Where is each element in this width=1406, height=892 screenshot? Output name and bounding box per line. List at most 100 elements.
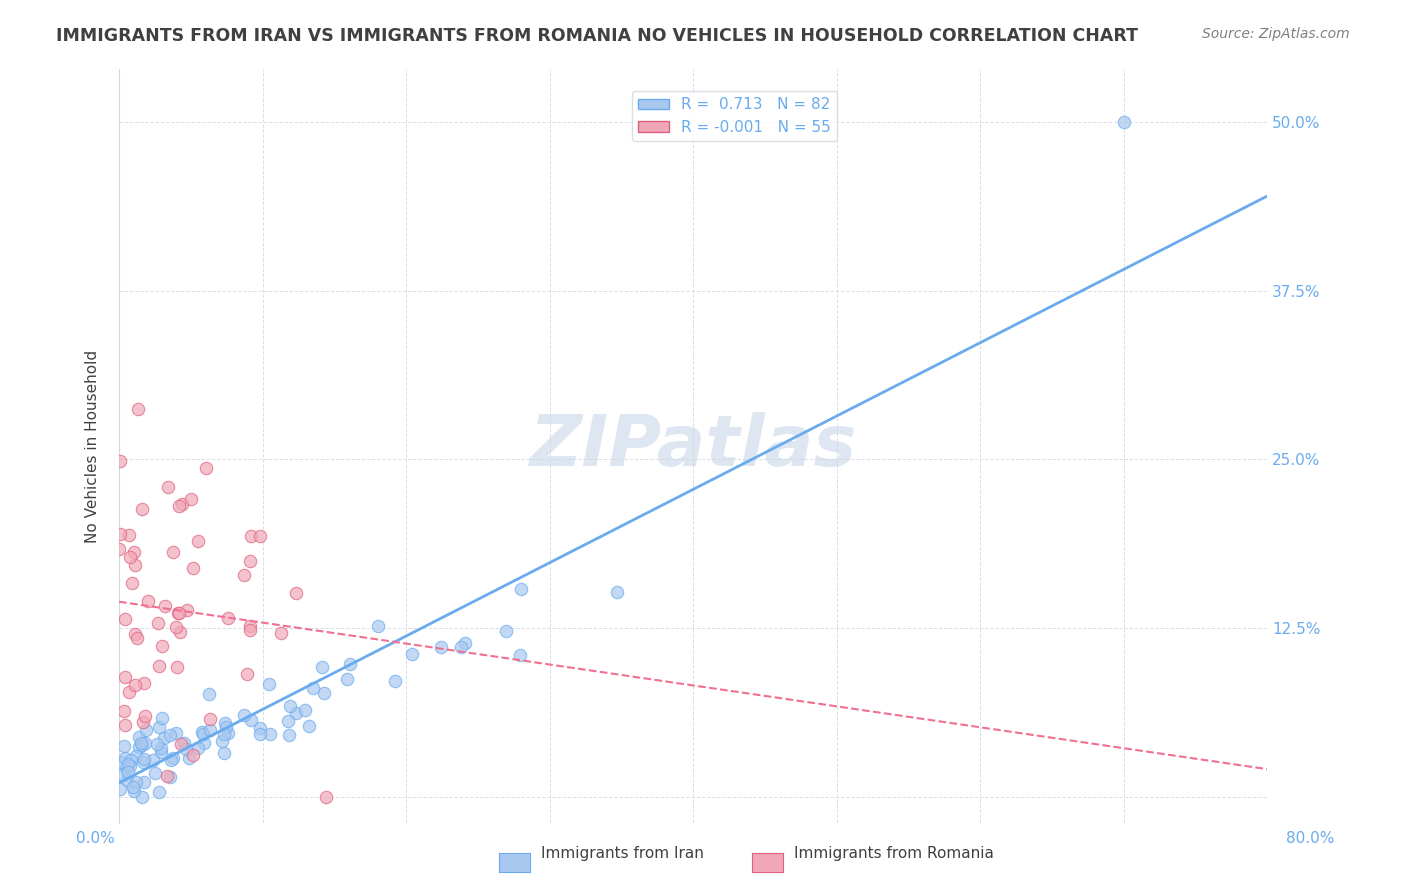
Point xyxy=(259,726,281,740)
Point xyxy=(131,502,153,516)
Point xyxy=(193,727,215,741)
Point xyxy=(198,712,221,726)
Point xyxy=(176,603,198,617)
Point xyxy=(367,618,389,632)
Point xyxy=(122,783,145,797)
Point xyxy=(294,703,316,717)
Point xyxy=(450,640,472,654)
Point xyxy=(112,767,135,781)
Point xyxy=(135,723,157,737)
Point xyxy=(142,753,165,767)
Point xyxy=(162,751,184,765)
Point xyxy=(170,497,193,511)
Point xyxy=(112,739,135,753)
Point xyxy=(339,657,361,671)
Point xyxy=(149,741,172,756)
Point xyxy=(149,745,172,759)
Point xyxy=(120,753,142,767)
Point xyxy=(278,728,301,742)
Point xyxy=(212,727,235,741)
Point xyxy=(131,789,153,804)
Point xyxy=(108,542,131,557)
Point xyxy=(191,725,214,739)
Point xyxy=(336,672,359,686)
Point xyxy=(146,737,169,751)
Text: Immigrants from Romania: Immigrants from Romania xyxy=(794,847,994,861)
Text: Immigrants from Iran: Immigrants from Iran xyxy=(541,847,704,861)
Point xyxy=(454,636,477,650)
Point xyxy=(125,749,148,764)
Point xyxy=(160,753,183,767)
Point xyxy=(117,765,139,780)
Point xyxy=(136,594,159,608)
Point xyxy=(180,492,202,507)
Point xyxy=(122,780,145,795)
Point xyxy=(132,676,155,690)
Point xyxy=(167,606,190,620)
Point xyxy=(284,706,307,720)
Point xyxy=(232,707,254,722)
Point xyxy=(239,619,262,633)
Point xyxy=(125,774,148,789)
Point xyxy=(134,708,156,723)
Point xyxy=(430,640,453,654)
Text: IMMIGRANTS FROM IRAN VS IMMIGRANTS FROM ROMANIA NO VEHICLES IN HOUSEHOLD CORRELA: IMMIGRANTS FROM IRAN VS IMMIGRANTS FROM … xyxy=(56,27,1139,45)
Point xyxy=(134,736,156,750)
Point xyxy=(257,677,280,691)
Point xyxy=(198,687,221,701)
Point xyxy=(509,648,531,662)
Point xyxy=(114,670,136,684)
Text: ZIPatlas: ZIPatlas xyxy=(530,411,856,481)
Point xyxy=(169,625,191,640)
Point xyxy=(217,725,239,739)
Point xyxy=(124,678,146,692)
Point xyxy=(118,684,141,698)
Point xyxy=(249,529,271,543)
Point xyxy=(153,599,176,613)
Y-axis label: No Vehicles in Household: No Vehicles in Household xyxy=(86,350,100,542)
Point xyxy=(270,626,292,640)
Point xyxy=(240,713,263,727)
Point xyxy=(249,722,271,736)
Point xyxy=(384,673,406,688)
Point xyxy=(1112,115,1135,129)
Point xyxy=(132,715,155,730)
Point xyxy=(277,714,299,728)
Point xyxy=(211,733,233,747)
Point xyxy=(183,560,205,574)
Point xyxy=(118,759,141,773)
Point xyxy=(131,738,153,752)
Point xyxy=(284,586,307,600)
Point xyxy=(239,554,262,568)
Point xyxy=(150,640,173,654)
Point xyxy=(194,461,217,475)
Text: 80.0%: 80.0% xyxy=(1286,831,1334,846)
Point xyxy=(122,545,145,559)
Point xyxy=(165,726,187,740)
Point xyxy=(124,627,146,641)
Point xyxy=(150,711,173,725)
Point xyxy=(162,545,184,559)
Point xyxy=(117,757,139,772)
Point xyxy=(125,632,148,646)
Point xyxy=(239,623,262,637)
Point xyxy=(129,736,152,750)
Point xyxy=(167,499,190,513)
Point xyxy=(146,615,169,630)
Point xyxy=(128,730,150,744)
Point xyxy=(121,575,143,590)
Point xyxy=(198,723,221,738)
Point xyxy=(127,402,149,417)
Legend: R =  0.713   N = 82, R = -0.001   N = 55: R = 0.713 N = 82, R = -0.001 N = 55 xyxy=(631,91,837,141)
Point xyxy=(401,647,423,661)
Point xyxy=(510,582,533,596)
Point xyxy=(108,782,131,797)
Point xyxy=(114,751,136,765)
Point xyxy=(173,736,195,750)
Point xyxy=(298,719,321,733)
Point xyxy=(110,454,132,468)
Point xyxy=(181,747,204,762)
Point xyxy=(112,704,135,718)
Point xyxy=(165,620,187,634)
Point xyxy=(124,558,146,572)
